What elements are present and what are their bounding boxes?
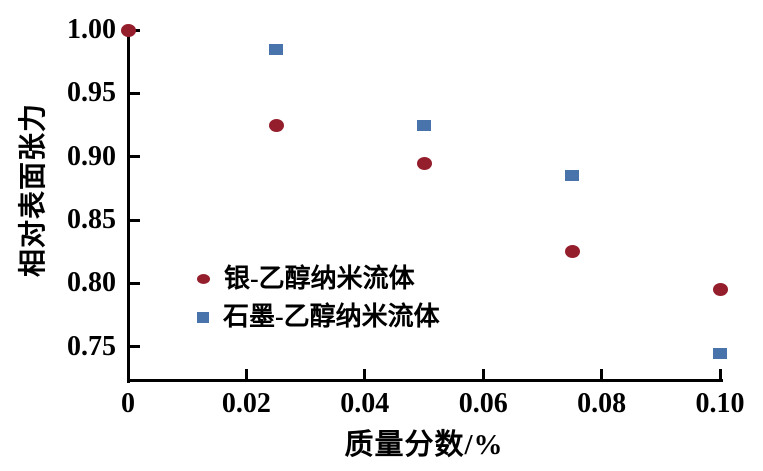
y-tick-label: 0.75 (67, 330, 116, 362)
legend: 银-乙醇纳米流体 石墨-乙醇纳米流体 (197, 260, 440, 336)
y-tick-label: 1.00 (67, 14, 116, 45)
legend-entry: 石墨-乙醇纳米流体 (197, 298, 440, 336)
x-tick-label: 0.08 (577, 388, 627, 419)
y-axis-line (126, 28, 130, 383)
x-tick-mark (244, 369, 248, 381)
y-axis-title: 相对表面张力 (18, 102, 49, 278)
x-axis-line (126, 379, 723, 382)
x-tick-mark (718, 369, 722, 381)
y-tick-mark (128, 91, 140, 95)
y-tick-label: 0.80 (67, 267, 116, 299)
legend-circle-swatch (197, 274, 210, 284)
x-axis-title: 质量分数/% (344, 429, 504, 461)
y-tick-mark (128, 155, 140, 159)
data-point-circle (416, 156, 432, 170)
legend-label: 石墨-乙醇纳米流体 (223, 302, 440, 331)
x-tick-mark (363, 369, 367, 381)
legend-entry: 银-乙醇纳米流体 (197, 260, 440, 298)
data-point-square (269, 43, 283, 55)
legend-label: 银-乙醇纳米流体 (224, 264, 415, 293)
x-tick-mark (481, 369, 485, 381)
y-tick-label: 0.95 (67, 77, 116, 109)
data-point-square (565, 170, 579, 182)
x-tick-label: 0 (121, 388, 135, 419)
x-tick-mark (600, 369, 604, 381)
y-tick-label: 0.85 (67, 204, 116, 236)
data-point-square (713, 347, 727, 359)
data-point-circle (712, 283, 728, 297)
y-tick-mark (128, 281, 140, 285)
legend-square-swatch (197, 311, 209, 323)
y-tick-label: 0.90 (67, 140, 116, 172)
y-tick-mark (128, 345, 140, 349)
x-tick-label: 0.06 (458, 388, 508, 419)
x-tick-label: 0.02 (221, 388, 271, 419)
data-point-square (417, 119, 431, 131)
y-tick-mark (128, 218, 140, 222)
data-point-circle (268, 118, 284, 132)
x-tick-label: 0.10 (695, 388, 745, 419)
data-point-circle (120, 23, 136, 37)
x-tick-label: 0.04 (340, 388, 390, 419)
data-point-circle (564, 245, 580, 259)
